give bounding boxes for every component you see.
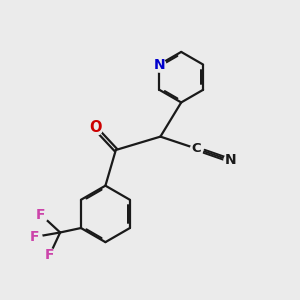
Text: N: N — [224, 153, 236, 167]
Text: F: F — [30, 230, 40, 244]
Text: O: O — [89, 120, 101, 135]
Text: N: N — [154, 58, 165, 71]
Text: C: C — [191, 142, 201, 155]
Text: F: F — [36, 208, 46, 222]
Text: F: F — [45, 248, 55, 262]
